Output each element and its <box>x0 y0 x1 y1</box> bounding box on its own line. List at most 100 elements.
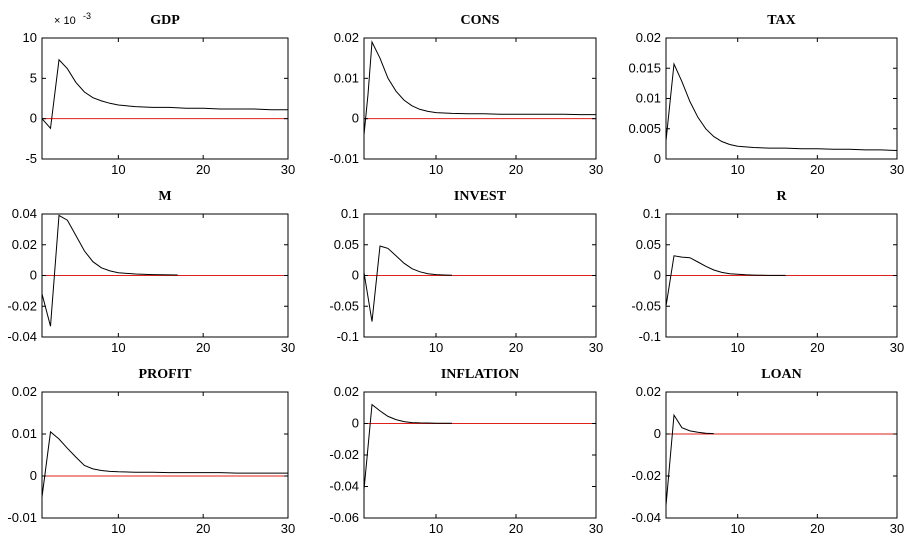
tax-xtick-label: 20 <box>810 162 824 177</box>
r-xtick-label: 10 <box>730 340 744 355</box>
inflation-xtick-label: 20 <box>509 521 523 534</box>
cons-ytick-label: 0.01 <box>334 70 359 85</box>
profit-xtick-label: 10 <box>111 521 125 534</box>
tax-response-line <box>665 62 898 151</box>
gdp-y-exponent: × 10 <box>54 15 76 27</box>
inflation-ytick-label: -0.04 <box>329 479 359 494</box>
inflation-xtick-label: 10 <box>429 521 443 534</box>
m-response-line <box>41 214 178 327</box>
m-xtick-label: 10 <box>111 340 125 355</box>
gdp-ytick-label: 0 <box>30 111 37 126</box>
m-title: M <box>158 189 171 204</box>
invest-xtick-label: 20 <box>509 340 523 355</box>
r-xtick-label: 20 <box>810 340 824 355</box>
panel-m: 10 20 30 -0.04 -0.02 0 0.02 0.04 M <box>7 189 295 355</box>
invest-ytick-label: 0.05 <box>334 237 359 252</box>
invest-ytick-label: 0 <box>352 268 359 283</box>
tax-xtick-label: 10 <box>730 162 744 177</box>
inflation-ytick-label: 0.02 <box>334 384 359 399</box>
m-ytick-label: -0.04 <box>7 329 37 344</box>
gdp-y-exponent-power: -3 <box>83 11 91 21</box>
inflation-response-line <box>363 403 452 490</box>
r-response-line <box>665 255 786 307</box>
profit-ytick-label: 0 <box>30 468 37 483</box>
loan-title: LOAN <box>761 367 801 382</box>
cons-response-line <box>363 40 596 135</box>
loan-xtick-label: 10 <box>730 521 744 534</box>
panel-profit: 10 20 30 -0.01 0 0.01 0.02 PROFIT <box>7 367 295 534</box>
m-ytick-label: -0.02 <box>7 298 37 313</box>
r-ytick-label: 0.05 <box>636 237 661 252</box>
r-ytick-label: -0.05 <box>631 298 661 313</box>
gdp-ytick-label: -5 <box>25 151 37 166</box>
m-ytick-label: 0 <box>30 268 37 283</box>
profit-response-line <box>41 430 288 498</box>
profit-ytick-label: -0.01 <box>7 510 37 525</box>
loan-xtick-label: 20 <box>810 521 824 534</box>
r-ytick-label: 0.1 <box>643 206 661 221</box>
panel-r: 10 20 30 -0.1 -0.05 0 0.05 0.1 R <box>631 189 904 355</box>
r-ytick-label: -0.1 <box>639 329 661 344</box>
gdp-axes-box <box>41 37 289 160</box>
gdp-xtick-label: 20 <box>196 162 210 177</box>
cons-xtick-label: 30 <box>589 162 603 177</box>
m-ytick-label: 0.02 <box>12 237 37 252</box>
panel-gdp: 10 20 30 -5 0 5 10 × 10 -3 GDP <box>23 11 296 177</box>
tax-ytick-label: 0.01 <box>636 91 661 106</box>
profit-ytick-label: 0.02 <box>12 384 37 399</box>
profit-xtick-label: 30 <box>281 521 295 534</box>
panel-tax: 10 20 30 0 0.005 0.01 0.015 0.02 TAX <box>628 13 904 177</box>
invest-ytick-label: -0.1 <box>337 329 359 344</box>
inflation-ytick-label: -0.02 <box>329 447 359 462</box>
cons-ytick-label: -0.01 <box>329 151 359 166</box>
panel-loan: 10 20 30 -0.04 -0.02 0 0.02 LOAN <box>631 367 904 534</box>
gdp-ytick-label: 5 <box>30 70 37 85</box>
cons-xtick-label: 20 <box>509 162 523 177</box>
loan-axes-box <box>665 391 898 519</box>
tax-ytick-label: 0.02 <box>636 30 661 45</box>
cons-xtick-label: 10 <box>429 162 443 177</box>
tax-ytick-label: 0.015 <box>628 60 661 75</box>
cons-axes-box <box>363 37 597 160</box>
loan-ytick-label: -0.02 <box>631 468 661 483</box>
loan-response-line <box>665 413 714 506</box>
tax-ytick-label: 0.005 <box>628 121 661 136</box>
panel-invest: 10 20 30 -0.1 -0.05 0 0.05 0.1 INVEST <box>329 189 603 355</box>
invest-ytick-label: -0.05 <box>329 298 359 313</box>
invest-response-line <box>363 245 453 322</box>
m-xtick-label: 20 <box>196 340 210 355</box>
r-title: R <box>776 189 787 204</box>
inflation-ytick-label: 0 <box>352 416 359 431</box>
gdp-response-line <box>41 58 288 130</box>
gdp-ytick-label: 10 <box>23 30 37 45</box>
tax-axes-box <box>665 37 898 160</box>
profit-axes-box <box>41 391 289 519</box>
loan-xtick-label: 30 <box>890 521 904 534</box>
profit-xtick-label: 20 <box>196 521 210 534</box>
loan-ytick-label: -0.04 <box>631 510 661 525</box>
panel-inflation: 10 20 30 -0.06 -0.04 -0.02 0 0.02 INFLATION <box>329 367 603 534</box>
r-ytick-label: 0 <box>654 268 661 283</box>
panel-cons: 10 20 30 -0.01 0 0.01 0.02 CONS <box>329 13 603 177</box>
inflation-title: INFLATION <box>441 367 519 382</box>
profit-title: PROFIT <box>139 367 193 382</box>
invest-title: INVEST <box>454 189 507 204</box>
gdp-xtick-label: 10 <box>111 162 125 177</box>
invest-xtick-label: 10 <box>429 340 443 355</box>
tax-ytick-label: 0 <box>654 151 661 166</box>
cons-ytick-label: 0 <box>352 111 359 126</box>
loan-ytick-label: 0 <box>654 426 661 441</box>
cons-ytick-label: 0.02 <box>334 30 359 45</box>
gdp-title: GDP <box>150 13 180 28</box>
cons-title: CONS <box>461 13 500 28</box>
invest-xtick-label: 30 <box>589 340 603 355</box>
inflation-axes-box <box>363 391 597 519</box>
tax-title: TAX <box>767 13 796 28</box>
m-ytick-label: 0.04 <box>12 206 37 221</box>
m-xtick-label: 30 <box>281 340 295 355</box>
r-xtick-label: 30 <box>890 340 904 355</box>
profit-ytick-label: 0.01 <box>12 426 37 441</box>
inflation-xtick-label: 30 <box>589 521 603 534</box>
invest-ytick-label: 0.1 <box>341 206 359 221</box>
